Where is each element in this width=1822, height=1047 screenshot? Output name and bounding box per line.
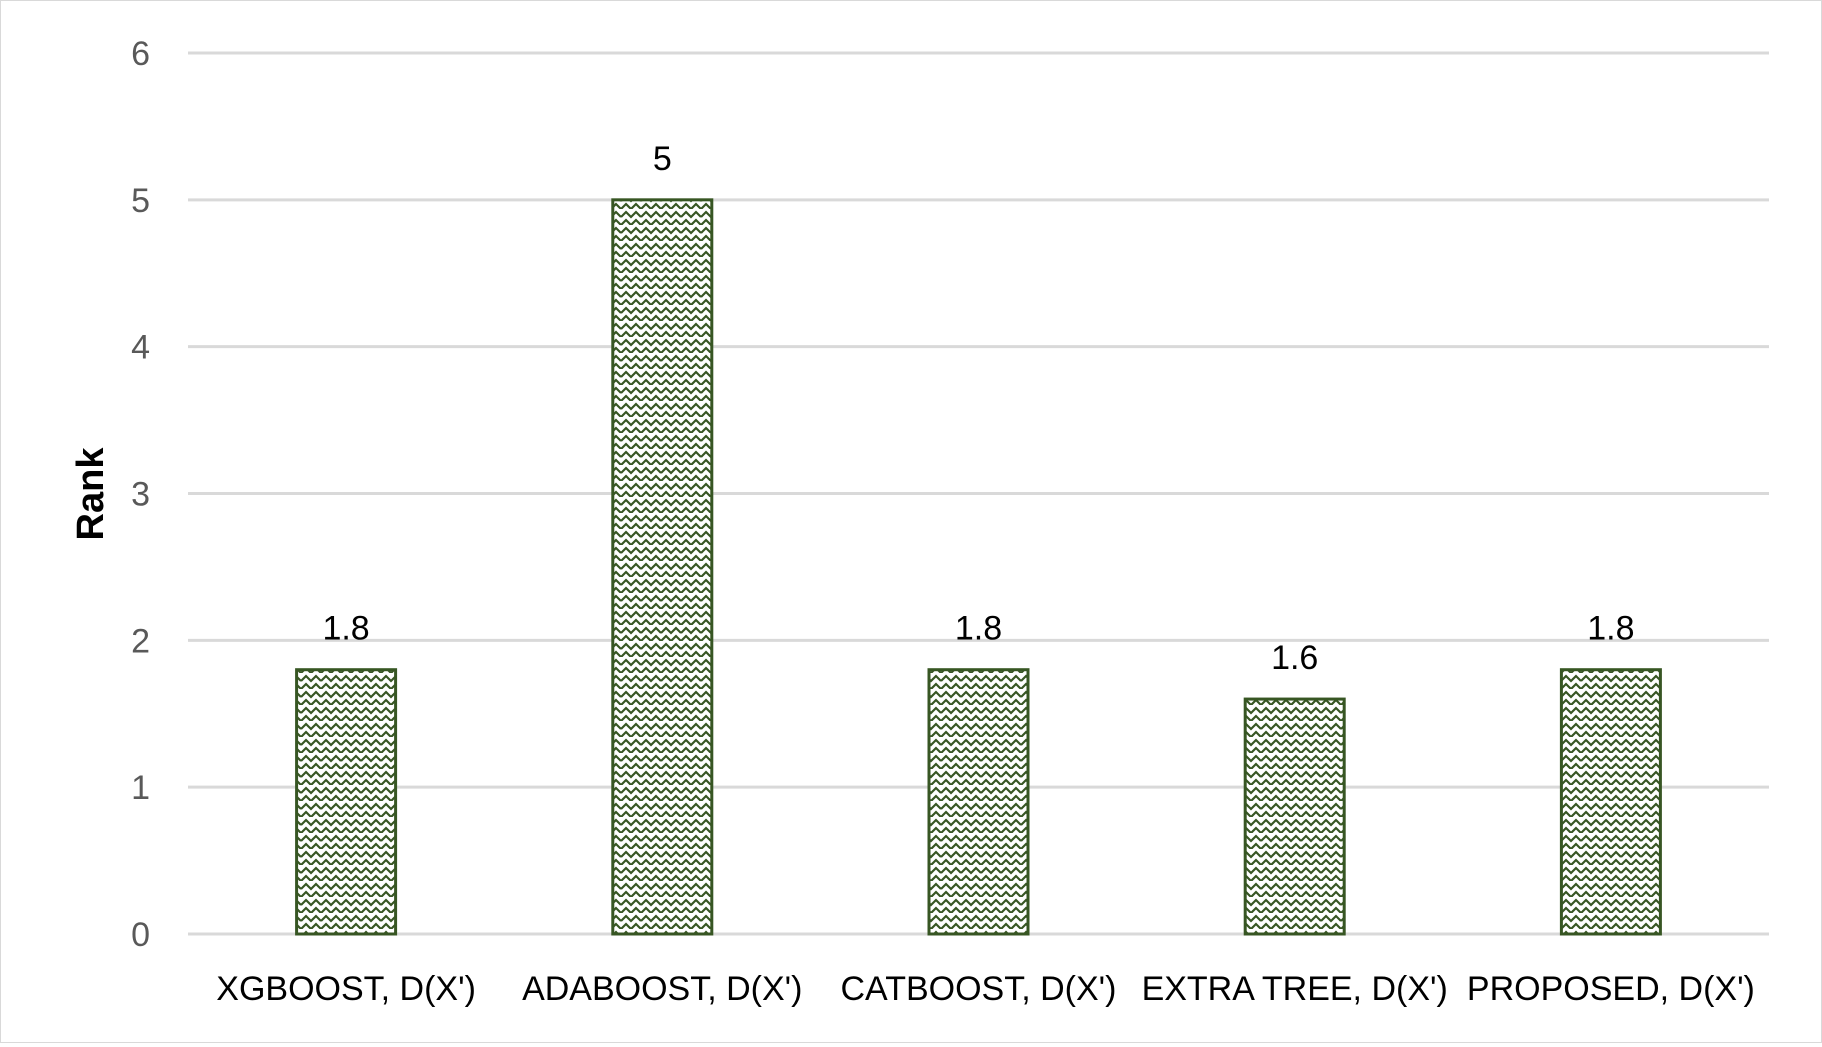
gridlines — [188, 51, 1769, 936]
bar-0 — [295, 668, 398, 936]
data-label-0: 1.8 — [322, 610, 369, 648]
y-tick-label-3: 3 — [131, 476, 150, 514]
bar-2 — [927, 668, 1030, 936]
y-axis-ticks: 0 1 2 3 4 5 6 — [131, 35, 150, 954]
data-labels: 1.8 5 1.8 1.6 1.8 — [322, 140, 1634, 677]
x-category-label-3: EXTRA TREE, D(X') — [1142, 970, 1448, 1008]
y-tick-label-1: 1 — [131, 769, 150, 807]
x-axis-categories: XGBOOST, D(X') ADABOOST, D(X') CATBOOST, D… — [216, 970, 1755, 1008]
x-category-label-0: XGBOOST, D(X') — [216, 970, 476, 1008]
data-label-3: 1.6 — [1271, 639, 1318, 677]
x-category-label-2: CATBOOST, D(X') — [841, 970, 1117, 1008]
y-tick-label-2: 2 — [131, 622, 150, 660]
y-tick-label-4: 4 — [131, 329, 150, 367]
bar-3 — [1243, 697, 1346, 936]
data-label-1: 5 — [653, 140, 672, 178]
y-axis-title: Rank — [70, 447, 112, 541]
y-tick-label-0: 0 — [131, 916, 150, 954]
bar-4 — [1559, 668, 1662, 936]
y-tick-label-6: 6 — [131, 35, 150, 73]
x-category-label-1: ADABOOST, D(X') — [522, 970, 802, 1008]
bars — [295, 198, 1662, 936]
data-label-4: 1.8 — [1587, 610, 1634, 648]
y-tick-label-5: 5 — [131, 182, 150, 220]
data-label-2: 1.8 — [955, 610, 1002, 648]
x-category-label-4: PROPOSED, D(X') — [1467, 970, 1755, 1008]
bar-1 — [611, 198, 714, 936]
